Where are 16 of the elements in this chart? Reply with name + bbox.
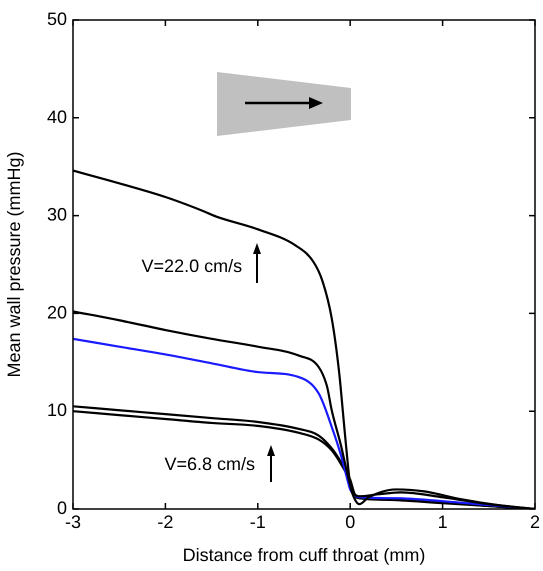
annotation: V=22.0 cm/s [142,256,242,276]
x-tick-label: -1 [250,512,266,532]
y-tick-label: 0 [56,498,67,518]
y-axis-title: Mean wall pressure (mmHg) [4,151,24,378]
x-tick-label: 0 [345,512,356,532]
annotation: V=6.8 cm/s [164,454,256,474]
y-tick-label: 10 [46,400,67,420]
y-tick-label: 40 [46,106,67,127]
y-tick-label: 30 [46,204,67,225]
y-tick-label: 50 [46,8,67,29]
x-tick-label: 1 [438,512,448,532]
x-axis-title: Distance from cuff throat (mm) [182,545,426,566]
y-tick-label: 20 [46,302,67,322]
x-tick-label: -3 [64,512,82,532]
x-tick-label: -2 [157,512,174,532]
x-tick-label: 2 [530,512,540,532]
